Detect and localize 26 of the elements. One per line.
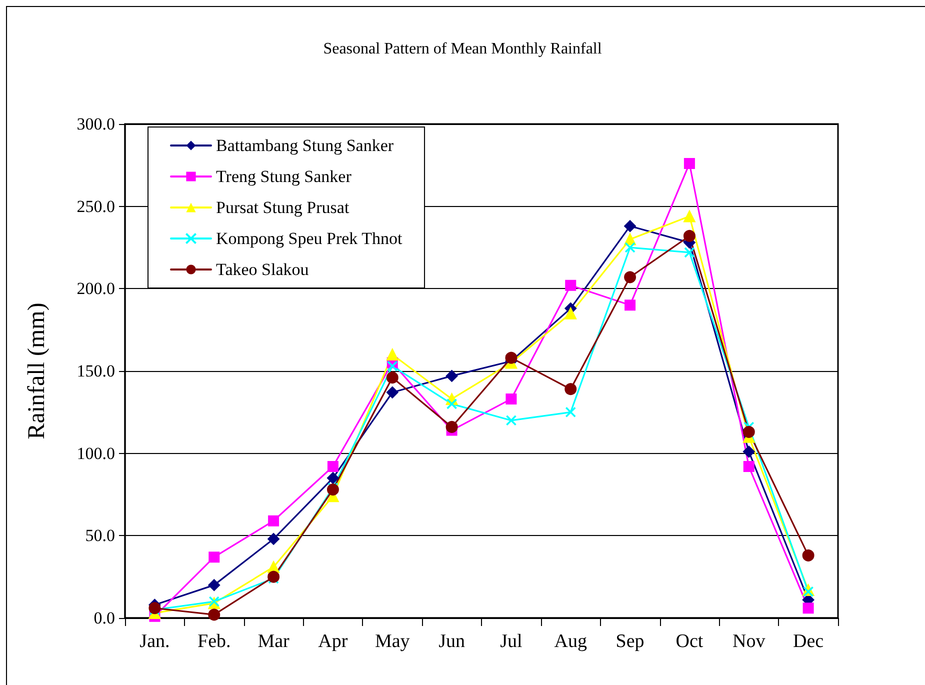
x-tick-label: Dec — [792, 631, 824, 652]
legend-label: Takeo Slakou — [216, 260, 310, 279]
y-tick-label: 250.0 — [76, 196, 115, 216]
chart-title: Seasonal Pattern of Mean Monthly Rainfall — [323, 40, 602, 58]
legend-label: Kompong Speu Prek Thnot — [216, 229, 402, 248]
x-tick-label: Feb. — [198, 631, 231, 652]
x-tick-label: Sep — [616, 631, 644, 652]
y-tick-label: 100.0 — [76, 444, 115, 463]
y-axis-title: Rainfall (mm) — [24, 302, 50, 440]
y-tick-label: 0.0 — [94, 608, 115, 628]
legend-label: Treng Stung Sanker — [216, 167, 352, 186]
x-tick-label: Nov — [732, 631, 766, 652]
legend-label: Battambang Stung Sanker — [216, 136, 394, 155]
x-tick-label: Jul — [500, 631, 522, 652]
x-tick-label: Jan. — [140, 631, 170, 652]
y-tick-label: 300.0 — [76, 114, 115, 134]
x-tick-label: Jun — [438, 631, 466, 652]
x-tick-label: Oct — [676, 631, 704, 652]
x-tick-label: Mar — [258, 631, 290, 652]
y-tick-label: 150.0 — [76, 362, 115, 380]
y-tick-label: 200.0 — [76, 279, 115, 298]
x-tick-label: Apr — [318, 631, 348, 652]
x-tick-label: May — [374, 631, 410, 652]
x-tick-label: Aug — [554, 631, 588, 652]
y-tick-label: 50.0 — [85, 526, 115, 546]
legend-label: Pursat Stung Prusat — [216, 198, 350, 217]
